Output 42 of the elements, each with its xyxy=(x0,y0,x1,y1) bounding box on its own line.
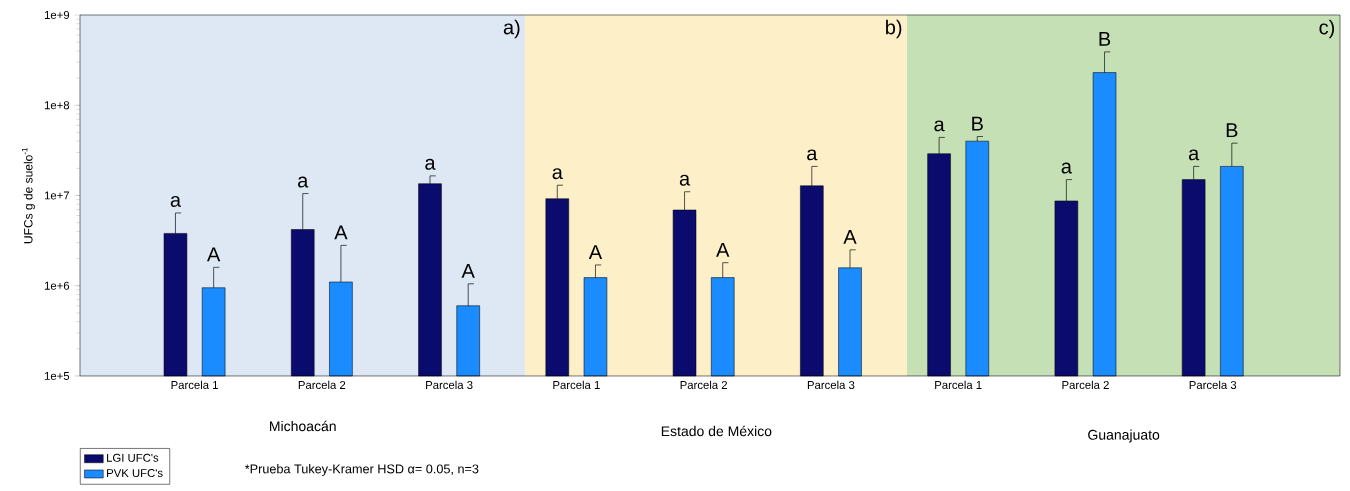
data-label: a xyxy=(807,149,818,161)
data-label: B xyxy=(1226,123,1238,138)
y-tick-label: 1e+8 xyxy=(44,101,70,110)
y-tick-label: 1e+5 xyxy=(44,372,70,380)
x-tick-label: Parcela 3 xyxy=(807,380,855,390)
data-label: a xyxy=(1188,149,1200,161)
data-label: A xyxy=(716,242,730,257)
data-label: a xyxy=(552,168,563,180)
data-label: A xyxy=(461,264,475,278)
x-tick-label: Parcela 1 xyxy=(171,380,218,390)
x-tick-label: Parcela 3 xyxy=(1189,380,1237,390)
data-label: A xyxy=(843,230,857,244)
text: Estado de México xyxy=(661,425,772,437)
text: Michoacán xyxy=(270,420,336,432)
data-label: B xyxy=(1099,32,1111,46)
text: Guanajuato xyxy=(1088,429,1160,443)
y-tick-label: 1e+9 xyxy=(44,10,70,19)
annotation: b) xyxy=(886,19,902,39)
y-tick-label: 1e+7 xyxy=(44,191,70,200)
data-label: a xyxy=(170,195,182,207)
legend-label: PVK UFC's xyxy=(107,469,163,478)
x-tick-label: Parcela 3 xyxy=(426,380,473,390)
legend-label: LGI UFC's xyxy=(107,453,159,462)
y-tick-label: 1e+6 xyxy=(44,281,70,290)
data-label: B xyxy=(972,116,983,131)
data-label: A xyxy=(588,245,603,259)
data-label: a xyxy=(934,120,945,132)
data-label: A xyxy=(207,247,221,262)
data-label: a xyxy=(1061,162,1072,174)
x-tick-label: Parcela 1 xyxy=(553,380,600,390)
data-label: A xyxy=(334,225,348,240)
data-label: a xyxy=(425,158,436,170)
x-tick-label: Parcela 2 xyxy=(1062,380,1109,390)
x-tick-label: Parcela 2 xyxy=(298,380,346,390)
annotation: a) xyxy=(503,19,520,39)
annotation: c) xyxy=(1319,19,1335,39)
y-axis-title: UFCs g de suelo$^{-1}$ xyxy=(21,147,35,244)
text: *Prueba Tukey-Kramer HSD α= 0.05, n=3 xyxy=(244,464,479,476)
data-label: a xyxy=(298,176,309,188)
x-tick-label: Parcela 2 xyxy=(680,380,727,390)
x-tick-label: Parcela 1 xyxy=(935,380,982,390)
data-label: a xyxy=(679,174,691,186)
